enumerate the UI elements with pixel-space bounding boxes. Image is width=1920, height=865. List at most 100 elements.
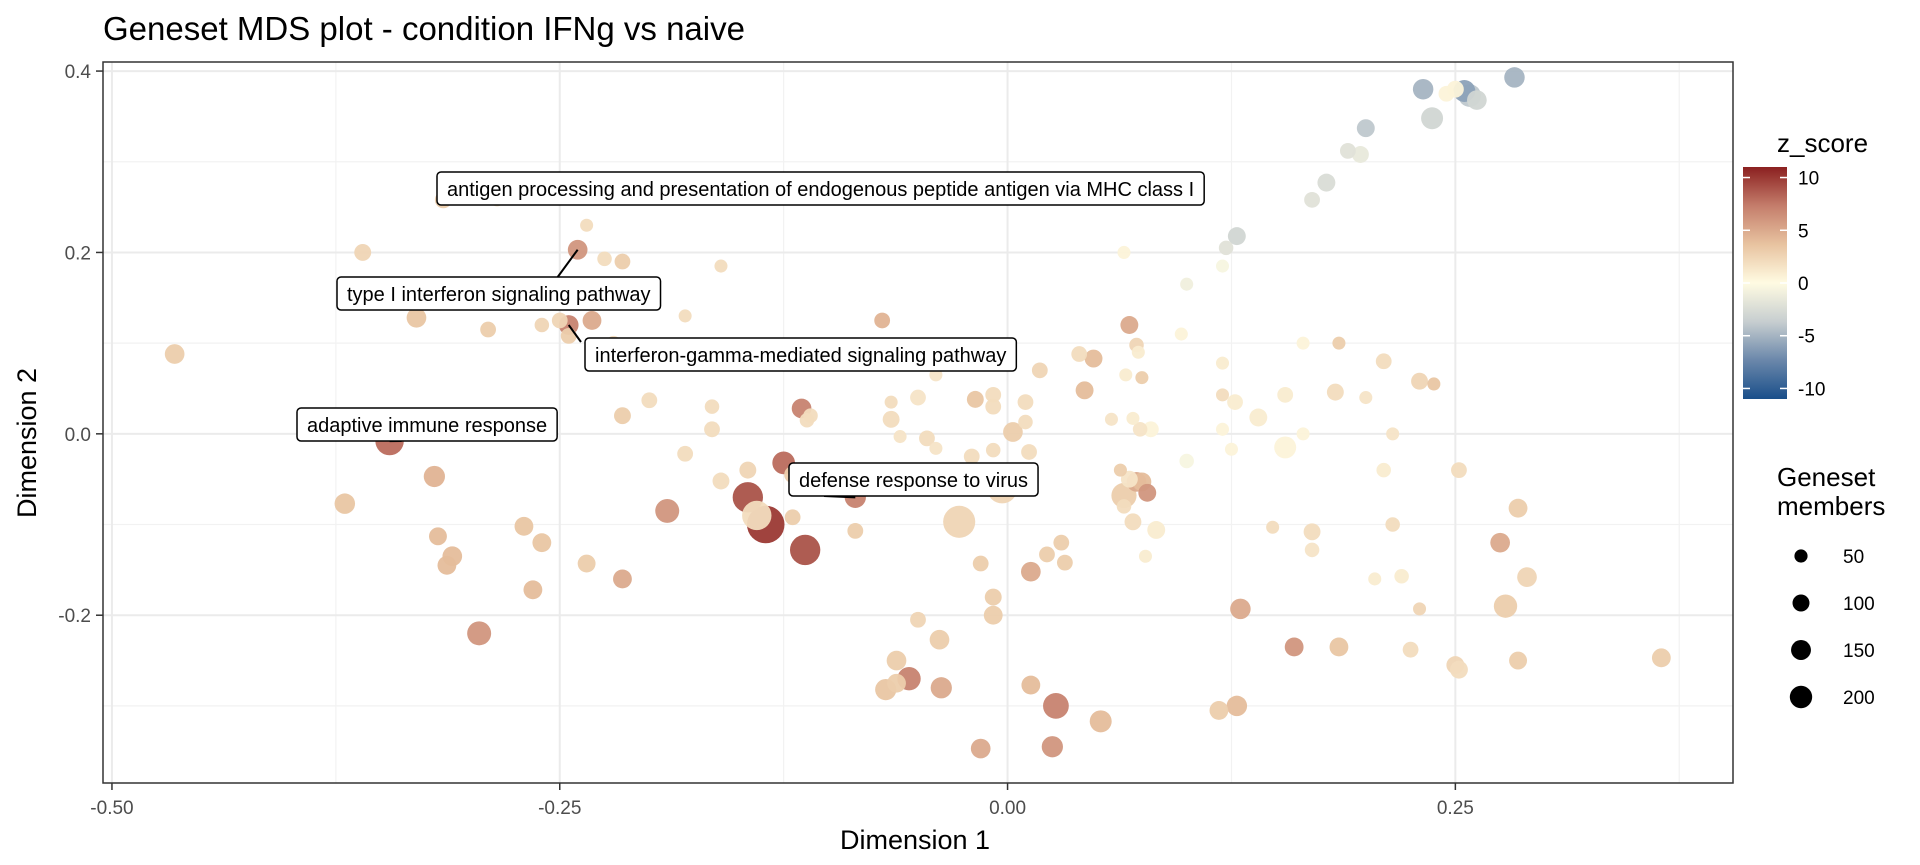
data-point xyxy=(1089,710,1112,733)
annotation-text: adaptive immune response xyxy=(307,415,547,437)
data-point xyxy=(1021,444,1037,460)
data-point xyxy=(1226,695,1248,717)
data-point xyxy=(1003,422,1023,442)
data-point xyxy=(1116,499,1132,514)
size-legend-label: 100 xyxy=(1843,594,1875,615)
data-point xyxy=(560,327,577,344)
annotation-leader xyxy=(567,324,582,343)
data-point xyxy=(1438,85,1455,102)
data-point xyxy=(983,605,1003,625)
data-point xyxy=(334,493,356,514)
data-point xyxy=(678,309,692,323)
color-legend-title: z_score xyxy=(1777,128,1868,158)
data-point xyxy=(614,253,631,270)
y-tick-label: 0.2 xyxy=(65,243,91,264)
annotation-text: interferon-gamma-mediated signaling path… xyxy=(595,345,1006,367)
annotation-leader xyxy=(556,249,579,278)
data-point xyxy=(1304,542,1320,558)
data-point xyxy=(1386,427,1400,441)
data-point xyxy=(614,407,631,425)
data-point xyxy=(1113,463,1127,477)
data-point xyxy=(1215,356,1230,370)
annotation-label: adaptive immune response xyxy=(296,407,558,443)
data-point xyxy=(1508,498,1528,518)
data-point xyxy=(613,569,632,589)
data-point xyxy=(1018,414,1033,430)
data-point xyxy=(1421,107,1444,130)
data-point xyxy=(704,399,720,414)
data-point xyxy=(480,321,497,338)
data-point xyxy=(985,398,1002,415)
data-point xyxy=(677,445,694,462)
y-axis-title: Dimension 2 xyxy=(12,368,42,518)
data-point xyxy=(1124,513,1142,531)
data-point xyxy=(970,738,991,759)
data-point xyxy=(1017,394,1034,410)
data-point xyxy=(1368,572,1382,586)
size-legend-label: 150 xyxy=(1843,641,1875,662)
data-point xyxy=(1402,641,1419,658)
data-point xyxy=(1021,675,1041,695)
data-point xyxy=(966,390,984,408)
data-point xyxy=(577,554,596,573)
data-point xyxy=(1056,554,1073,571)
size-legend-dot xyxy=(1789,685,1813,709)
annotation-label: antigen processing and presentation of e… xyxy=(436,171,1205,206)
annotation-label: defense response to virus xyxy=(788,462,1039,499)
data-point xyxy=(1504,67,1525,88)
data-point xyxy=(799,412,815,428)
data-point xyxy=(1490,532,1510,553)
annotation-layer: antigen processing and presentation of e… xyxy=(296,171,1205,499)
data-point xyxy=(1104,412,1118,426)
data-point xyxy=(1376,462,1391,478)
data-point xyxy=(1277,386,1294,403)
data-point xyxy=(1224,442,1238,456)
data-point xyxy=(1412,78,1434,100)
x-tick-label: 0.25 xyxy=(1437,798,1474,819)
data-point xyxy=(919,430,935,447)
annotation-label: type I interferon signaling pathway xyxy=(336,249,662,311)
data-point xyxy=(963,448,980,465)
plot-area: antigen processing and presentation of e… xyxy=(58,61,1734,819)
y-tick-label: -0.2 xyxy=(58,606,91,627)
data-point xyxy=(1218,240,1234,256)
data-point xyxy=(1509,651,1528,670)
annotation-box xyxy=(436,171,1205,206)
x-tick-label: -0.50 xyxy=(90,798,133,819)
data-point xyxy=(655,498,680,523)
data-point xyxy=(929,629,950,650)
x-tick-label: -0.25 xyxy=(538,798,581,819)
data-point xyxy=(523,580,543,600)
data-point xyxy=(1296,427,1310,441)
data-point xyxy=(789,534,821,566)
data-point xyxy=(1517,567,1537,587)
data-point xyxy=(406,307,427,328)
data-point xyxy=(532,533,552,553)
color-legend-label: 5 xyxy=(1798,221,1809,242)
data-point xyxy=(567,239,588,260)
annotation-label: interferon-gamma-mediated signaling path… xyxy=(567,324,1018,372)
data-point xyxy=(1119,368,1133,382)
size-legend-items: 50 100 150 200 xyxy=(1789,547,1875,709)
data-point xyxy=(886,650,907,671)
annotation-box xyxy=(584,337,1018,372)
data-point xyxy=(1120,316,1139,334)
data-point xyxy=(467,621,492,646)
data-point xyxy=(1138,483,1157,502)
data-point xyxy=(1304,191,1320,208)
data-point xyxy=(929,441,943,455)
data-point xyxy=(714,259,728,273)
size-legend-dot xyxy=(1792,594,1810,612)
data-point xyxy=(1227,394,1243,410)
data-point xyxy=(164,344,185,364)
data-point xyxy=(597,251,612,267)
data-point xyxy=(1039,546,1055,563)
y-tick-label: 0.0 xyxy=(65,425,91,446)
chart-title: Geneset MDS plot - condition IFNg vs nai… xyxy=(103,10,745,47)
color-legend-label: -5 xyxy=(1798,327,1815,348)
data-point xyxy=(742,500,772,531)
data-point xyxy=(1021,561,1041,582)
data-point xyxy=(551,312,568,329)
